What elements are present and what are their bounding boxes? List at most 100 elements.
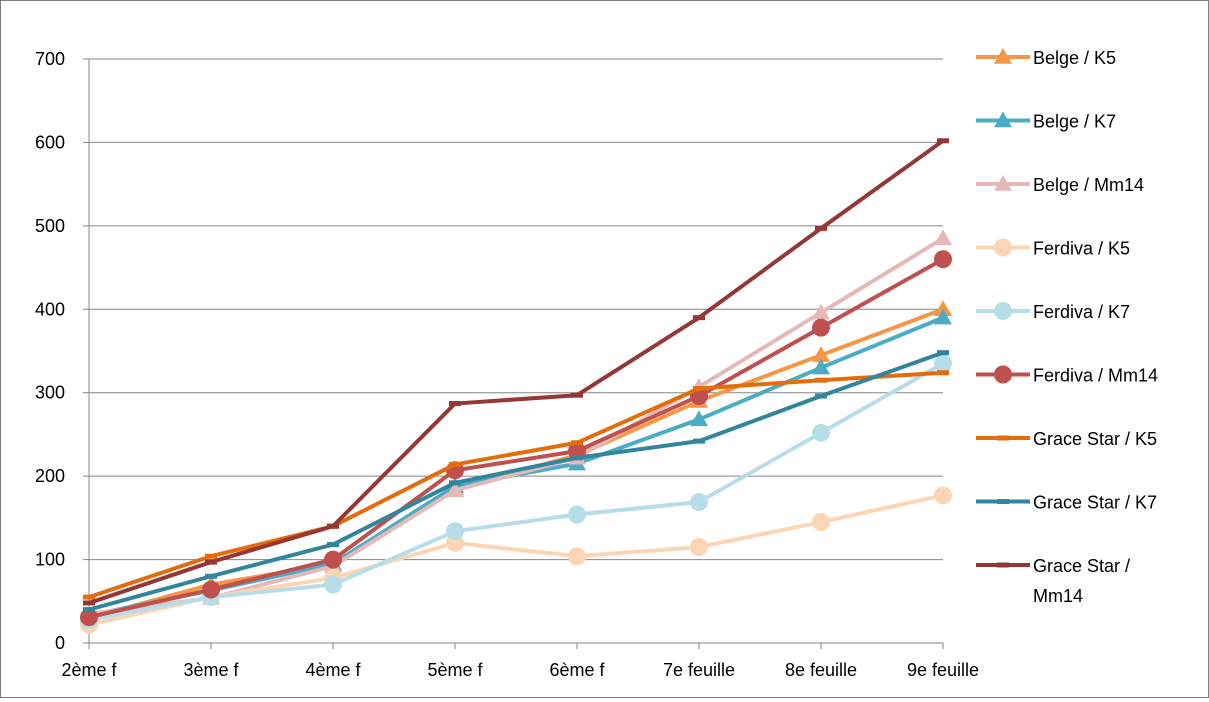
x-tick-label: 3ème f (183, 660, 239, 680)
legend-label: Ferdiva / K5 (1033, 239, 1130, 259)
legend-item-0: Belge / K5 (976, 48, 1116, 68)
data-point (937, 350, 949, 356)
data-point (934, 229, 952, 246)
gridlines (89, 58, 943, 561)
series-8 (83, 138, 949, 606)
series-line (88, 370, 944, 600)
data-point (571, 455, 583, 461)
data-point (568, 505, 586, 524)
series-group (80, 138, 952, 634)
series-line (88, 236, 945, 616)
legend-item-4: Ferdiva / K7 (976, 302, 1130, 322)
x-tick-label: 9e feuille (907, 660, 979, 680)
legend-label: Belge / Mm14 (1033, 175, 1144, 195)
legend-marker (994, 175, 1012, 191)
data-point (934, 250, 952, 269)
data-point (812, 358, 830, 375)
data-point (324, 550, 342, 569)
data-point (83, 607, 95, 613)
data-point (83, 600, 95, 606)
series-7 (83, 350, 949, 613)
legend-marker (994, 111, 1012, 128)
data-point (205, 559, 217, 565)
legend-label: Ferdiva / Mm14 (1033, 366, 1158, 386)
legend-label: Grace Star / (1033, 556, 1130, 576)
series-6 (83, 370, 949, 600)
x-tick-label: 5ème f (427, 660, 483, 680)
data-point (324, 575, 342, 594)
data-point (693, 438, 705, 444)
data-point (690, 410, 708, 427)
x-tick-label: 8e feuille (785, 660, 857, 680)
data-point (571, 440, 583, 446)
data-point (690, 538, 708, 557)
y-tick-label: 700 (35, 49, 65, 69)
data-point (815, 393, 827, 399)
legend-item-1: Belge / K7 (976, 111, 1116, 132)
x-tick-label: 2ème f (61, 660, 117, 680)
y-tick-label: 600 (35, 132, 65, 152)
data-point (934, 354, 952, 373)
data-point (934, 486, 952, 505)
data-point (812, 318, 830, 337)
legend-item-5: Ferdiva / Mm14 (976, 365, 1158, 386)
series-line (88, 315, 944, 618)
legend-label: Belge / K5 (1033, 48, 1116, 68)
y-tick-label: 400 (35, 299, 65, 319)
y-tick-label: 200 (35, 466, 65, 486)
series-line (88, 139, 945, 605)
y-tick-label: 100 (35, 550, 65, 570)
x-tick-label: 6ème f (549, 660, 605, 680)
legend-item-7: Grace Star / K7 (976, 493, 1157, 513)
series-line (88, 307, 944, 620)
data-point (937, 138, 949, 144)
y-tick-label: 0 (55, 633, 65, 653)
data-point (205, 573, 217, 579)
legend-item-2: Belge / Mm14 (976, 175, 1144, 195)
y-tick-label: 500 (35, 216, 65, 236)
data-point (202, 580, 220, 599)
data-point (815, 377, 827, 383)
series-line (88, 257, 944, 620)
data-point (934, 300, 952, 317)
data-point (83, 594, 95, 600)
legend-item-6: Grace Star / K5 (976, 429, 1157, 449)
data-point (934, 308, 952, 325)
data-point (449, 480, 461, 486)
data-point (327, 542, 339, 548)
data-point (812, 303, 830, 320)
data-point (446, 522, 464, 541)
data-point (690, 493, 708, 512)
legend-label: Grace Star / K7 (1033, 493, 1157, 513)
x-tick-label: 7e feuille (663, 660, 735, 680)
series-5 (80, 250, 952, 627)
legend-label: Belge / K7 (1033, 112, 1116, 132)
data-point (446, 481, 464, 498)
data-point (80, 608, 98, 627)
data-point (937, 370, 949, 376)
data-point (693, 315, 705, 321)
x-tick-label: 4ème f (305, 660, 361, 680)
axes: 0 100 200 300 400 500 600 700 2ème f 3ème f 4ème f… (35, 49, 979, 680)
data-point (815, 225, 827, 231)
legend-marker (994, 48, 1012, 64)
legend-item-8: Grace Star / Mm14 (976, 556, 1130, 606)
y-tick-label: 300 (35, 383, 65, 403)
legend-marker (997, 435, 1009, 441)
data-point (327, 523, 339, 529)
series-line (88, 350, 944, 612)
legend-marker (994, 365, 1012, 384)
data-point (568, 547, 586, 566)
data-point (812, 513, 830, 532)
legend-marker (994, 302, 1012, 320)
data-point (571, 392, 583, 398)
legend-marker (994, 238, 1012, 257)
data-point (449, 461, 461, 467)
data-point (693, 386, 705, 392)
legend-item-3: Ferdiva / K5 (976, 238, 1130, 259)
data-point (449, 401, 461, 407)
legend: Belge / K5 Belge / K7 Belge / Mm14 Ferdiva … (976, 48, 1158, 606)
series-line (88, 361, 944, 622)
